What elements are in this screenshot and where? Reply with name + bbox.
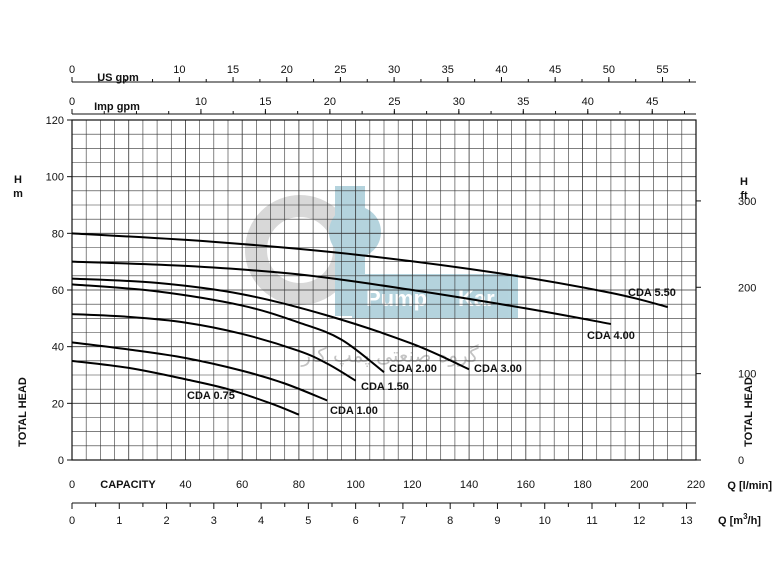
curve-cda-0-75 bbox=[71, 359, 300, 416]
m3h-tick-label: 11 bbox=[586, 515, 597, 527]
us-gpm-label: US gpm bbox=[97, 72, 139, 84]
brand-band-watermark bbox=[352, 274, 518, 318]
curve-label: CDA 0.75 bbox=[187, 390, 235, 402]
imp-gpm-tick-label: 40 bbox=[582, 96, 594, 108]
right-axis-title: TOTAL HEAD bbox=[743, 377, 755, 447]
imp-gpm-tick-label: 10 bbox=[195, 96, 207, 108]
curve-cda-1-00 bbox=[71, 341, 328, 402]
imp-gpm-tick-label: 0 bbox=[69, 96, 75, 108]
m3h-tick-label: 4 bbox=[258, 515, 264, 527]
us-gpm-tick-label: 20 bbox=[281, 64, 293, 76]
lmin-tick-label: 180 bbox=[573, 479, 591, 491]
left-tick-label: 100 bbox=[46, 172, 64, 184]
lmin-tick-label: 220 bbox=[687, 479, 705, 491]
lmin-tick-label: 100 bbox=[346, 479, 364, 491]
left-tick-label: 20 bbox=[52, 398, 64, 410]
imp-gpm-tick-label: 20 bbox=[324, 96, 336, 108]
right-axis-unit: ft bbox=[740, 190, 748, 202]
capacity-label: CAPACITY bbox=[100, 479, 156, 491]
us-gpm-tick-label: 0 bbox=[69, 64, 75, 76]
m3h-unit-label-main: Q [m bbox=[718, 515, 743, 527]
m3h-tick-label: 0 bbox=[69, 515, 75, 527]
lmin-tick-label: 200 bbox=[630, 479, 648, 491]
m3h-unit-label-tail: /h] bbox=[748, 515, 762, 527]
m3h-tick-label: 6 bbox=[353, 515, 359, 527]
us-gpm-tick-label: 40 bbox=[495, 64, 507, 76]
curve-label: CDA 1.00 bbox=[330, 405, 378, 417]
m3h-tick-label: 7 bbox=[400, 515, 406, 527]
curve-label: CDA 1.50 bbox=[361, 381, 409, 393]
curve-cda-1-50 bbox=[71, 313, 357, 382]
left-tick-label: 120 bbox=[46, 115, 64, 127]
curve-cda-4-00 bbox=[71, 260, 612, 325]
left-tick-label: 60 bbox=[52, 285, 64, 297]
m3h-tick-label: 3 bbox=[211, 515, 217, 527]
us-gpm-tick-label: 10 bbox=[173, 64, 185, 76]
droplet-watermark-icon bbox=[329, 206, 381, 258]
m3h-tick-label: 10 bbox=[539, 515, 551, 527]
lmin-tick-label: 60 bbox=[236, 479, 248, 491]
lmin-tick-label: 0 bbox=[69, 479, 75, 491]
lmin-tick-label: 160 bbox=[517, 479, 535, 491]
curve-cda-3-00 bbox=[71, 277, 470, 371]
m3h-tick-label: 8 bbox=[447, 515, 453, 527]
right-tick-label: 300 bbox=[738, 196, 756, 208]
us-gpm-tick-label: 25 bbox=[334, 64, 346, 76]
imp-gpm-label: Imp gpm bbox=[94, 101, 140, 113]
lmin-tick-label: 40 bbox=[179, 479, 191, 491]
curve-cda-2-00 bbox=[71, 283, 385, 373]
m3h-tick-label: 1 bbox=[116, 515, 122, 527]
curve-label: CDA 4.00 bbox=[587, 330, 635, 342]
m3h-unit-label-sup: 3 bbox=[743, 512, 748, 521]
lmin-tick-label: 80 bbox=[293, 479, 305, 491]
imp-gpm-tick-label: 30 bbox=[453, 96, 465, 108]
right-axis-symbol: H bbox=[740, 176, 748, 188]
m3h-tick-label: 12 bbox=[633, 515, 645, 527]
curve-label: CDA 5.50 bbox=[628, 287, 676, 299]
left-axis-symbol: H bbox=[14, 174, 22, 186]
us-gpm-tick-label: 45 bbox=[549, 64, 561, 76]
left-axis-title: TOTAL HEAD bbox=[17, 377, 29, 447]
watermark: Pump Kar گروه صنعتی پمپ کار bbox=[245, 186, 518, 368]
us-gpm-tick-label: 15 bbox=[227, 64, 239, 76]
lmin-tick-label: 140 bbox=[460, 479, 478, 491]
curve-cda-5-50 bbox=[71, 232, 668, 308]
lmin-unit-label: Q [l/min] bbox=[727, 480, 772, 492]
m3h-tick-label: 2 bbox=[163, 515, 169, 527]
m3h-tick-label: 9 bbox=[494, 515, 500, 527]
m3h-tick-label: 13 bbox=[680, 515, 692, 527]
persian-watermark: گروه صنعتی پمپ کار bbox=[300, 343, 479, 368]
right-tick-label: 100 bbox=[738, 369, 756, 381]
us-gpm-tick-label: 35 bbox=[442, 64, 454, 76]
grid bbox=[71, 119, 697, 461]
imp-gpm-tick-label: 35 bbox=[517, 96, 529, 108]
m3h-tick-label: 5 bbox=[305, 515, 311, 527]
left-tick-label: 40 bbox=[52, 342, 64, 354]
m3h-unit-label: Q [m3/h] bbox=[718, 512, 761, 527]
curves: CDA 0.75 CDA 1.00 CDA 1.50 CDA 2.00 CDA 3.00… bbox=[71, 232, 676, 417]
us-gpm-tick-label: 55 bbox=[656, 64, 668, 76]
left-tick-label: 80 bbox=[52, 228, 64, 240]
left-tick-label: 0 bbox=[58, 455, 64, 467]
right-tick-label: 0 bbox=[738, 455, 744, 467]
imp-gpm-tick-label: 45 bbox=[646, 96, 658, 108]
us-gpm-tick-label: 50 bbox=[603, 64, 615, 76]
imp-gpm-tick-label: 25 bbox=[388, 96, 400, 108]
right-tick-label: 200 bbox=[738, 282, 756, 294]
us-gpm-tick-label: 30 bbox=[388, 64, 400, 76]
curve-label: CDA 3.00 bbox=[474, 363, 522, 375]
curve-label: CDA 2.00 bbox=[389, 363, 437, 375]
imp-gpm-tick-label: 15 bbox=[259, 96, 271, 108]
lmin-tick-label: 120 bbox=[403, 479, 421, 491]
left-axis-unit: m bbox=[13, 188, 23, 200]
